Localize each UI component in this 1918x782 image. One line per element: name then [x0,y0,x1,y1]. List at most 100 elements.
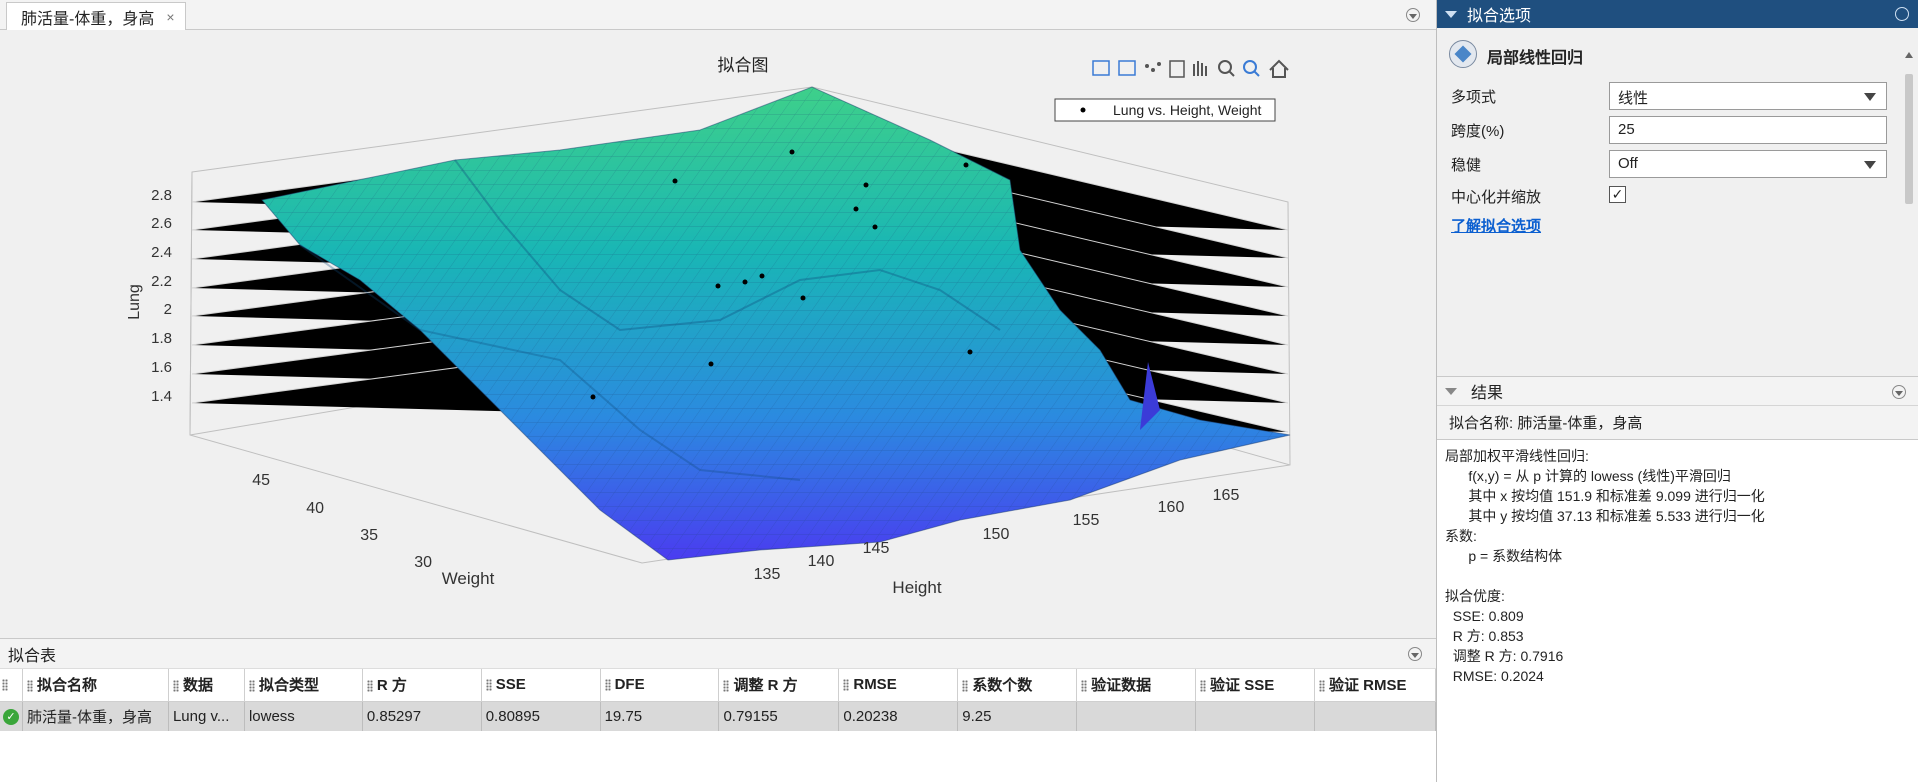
polynomial-dropdown[interactable]: 线性 [1609,82,1887,110]
zoom-in-icon[interactable] [1218,60,1235,77]
document-tab[interactable]: 肺活量-体重，身高 × [6,2,186,31]
z-tick: 2 [164,301,172,318]
z-tick: 2.2 [151,273,172,290]
results-fit-name: 拟合名称: 肺活量-体重，身高 [1437,406,1918,440]
table-cell[interactable]: Lung v... [168,701,245,731]
z-tick: 2.4 [151,244,172,261]
document-tab-bar: 肺活量-体重，身高 × [0,0,1436,31]
span-label: 跨度(%) [1451,123,1505,140]
scrollbar-thumb[interactable] [1905,74,1913,204]
data-tips-icon[interactable] [1145,62,1161,72]
column-header[interactable]: 验证 SSE [1195,669,1315,702]
fit-plot-3d[interactable]: 拟合图 Lung vs. Height, Weight [0,30,1436,638]
fit-table-header: 拟合表 [0,639,1436,669]
pan-icon[interactable] [1193,61,1207,76]
plot-title: 拟合图 [718,56,769,75]
span-input[interactable]: 25 [1609,116,1887,144]
table-cell[interactable]: 0.79155 [718,701,840,731]
column-header[interactable]: 验证数据 [1076,669,1197,702]
results-text: 局部加权平滑线性回归: f(x,y) = 从 p 计算的 lowess (线性)… [1437,440,1918,782]
legend-icon[interactable] [1092,60,1110,76]
z-axis: 2.8 2.6 2.4 2.2 2 1.8 1.6 1.4 [151,187,172,405]
results-line: 其中 x 按均值 151.9 和标准差 9.099 进行归一化 [1445,488,1765,504]
table-header-row: 拟合名称 数据 拟合类型 R 方 SSE DFE 调整 R 方 RMSE 系数个… [0,669,1437,702]
column-header[interactable]: 数据 [168,669,245,702]
x-tick: 145 [863,540,890,557]
center-scale-label: 中心化并缩放 [1451,189,1542,206]
fit-surface[interactable] [261,86,1291,561]
column-header[interactable]: 拟合名称 [22,669,169,702]
table-cell[interactable]: 肺活量-体重，身高 [22,701,169,731]
pane-menu-icon[interactable] [1892,385,1906,399]
collapse-icon[interactable] [1445,387,1457,395]
learn-fit-options-link[interactable]: 了解拟合选项 [1451,218,1542,235]
table-cell[interactable]: 19.75 [600,701,720,731]
results-line: 其中 y 按均值 37.13 和标准差 5.533 进行归一化 [1445,508,1765,524]
plot-area[interactable]: 拟合图 Lung vs. Height, Weight [0,30,1436,638]
close-icon[interactable]: × [166,9,175,25]
table-cell[interactable] [1195,701,1315,731]
home-icon[interactable] [1269,59,1289,78]
table-cell[interactable] [1076,701,1197,731]
z-tick: 2.8 [151,187,172,204]
scroll-up-icon[interactable] [1905,52,1913,58]
table-cell[interactable] [1314,701,1437,731]
results-line [1445,566,1918,586]
column-header[interactable]: RMSE [838,669,959,702]
column-header[interactable]: SSE [481,669,601,702]
pane-menu-icon[interactable] [1895,7,1909,21]
pane-menu-icon[interactable] [1408,647,1422,661]
x-tick: 135 [754,566,781,583]
table-cell[interactable]: 0.20238 [838,701,959,731]
polynomial-label: 多项式 [1451,89,1497,106]
z-tick: 1.4 [151,388,172,405]
z-tick: 1.8 [151,330,172,347]
robust-label: 稳健 [1451,157,1482,174]
robust-dropdown[interactable]: Off [1609,150,1887,178]
chevron-down-icon [1864,161,1876,169]
zoom-out-icon[interactable] [1243,60,1260,77]
y-tick: 45 [252,472,270,489]
y-axis-label: Weight [442,569,495,588]
drag-handle-column[interactable] [0,669,23,702]
x-tick: 160 [1158,499,1185,516]
legend-label: Lung vs. Height, Weight [1113,102,1261,118]
results-title: 结果 [1471,385,1504,402]
span-value: 25 [1618,121,1635,138]
data-points [590,149,973,400]
table-cell[interactable]: 9.25 [957,701,1078,731]
document-tab-title: 肺活量-体重，身高 [21,11,155,28]
pane-menu-icon[interactable] [1406,8,1420,22]
fit-options-header[interactable]: 拟合选项 [1437,0,1918,28]
legend[interactable]: Lung vs. Height, Weight [1054,98,1276,122]
x-tick: 165 [1213,487,1240,504]
axes-toolbar [1092,59,1289,78]
results-line: R 方: 0.853 [1445,628,1524,644]
column-header[interactable]: 系数个数 [957,669,1078,702]
z-tick: 2.6 [151,215,172,232]
table-cell[interactable]: lowess [244,701,363,731]
options-scrollbar[interactable] [1905,52,1913,394]
results-line: p = 系数结构体 [1445,548,1563,564]
table-row[interactable]: ✓ 肺活量-体重，身高 Lung v... lowess 0.85297 0.8… [0,701,1437,731]
column-header[interactable]: DFE [600,669,720,702]
fit-type-name: 局部线性回归 [1487,50,1584,67]
fit-type-icon [1449,40,1477,68]
fit-options-title: 拟合选项 [1467,8,1532,25]
column-header[interactable]: R 方 [362,669,482,702]
z-tick: 1.6 [151,359,172,376]
column-header[interactable]: 调整 R 方 [718,669,840,702]
column-header[interactable]: 拟合类型 [244,669,363,702]
polynomial-value: 线性 [1618,90,1649,107]
results-line: 系数: [1445,528,1477,544]
collapse-icon[interactable] [1445,10,1457,18]
results-header[interactable]: 结果 [1437,376,1918,406]
column-header[interactable]: 验证 RMSE [1314,669,1437,702]
table-cell[interactable]: 0.80895 [481,701,601,731]
table-cell[interactable]: 0.85297 [362,701,482,731]
colorbar-icon[interactable] [1169,60,1185,78]
center-scale-checkbox[interactable]: ✓ [1609,186,1626,203]
status-cell: ✓ [0,701,23,731]
grid-icon[interactable] [1118,60,1136,76]
x-tick: 155 [1073,512,1100,529]
